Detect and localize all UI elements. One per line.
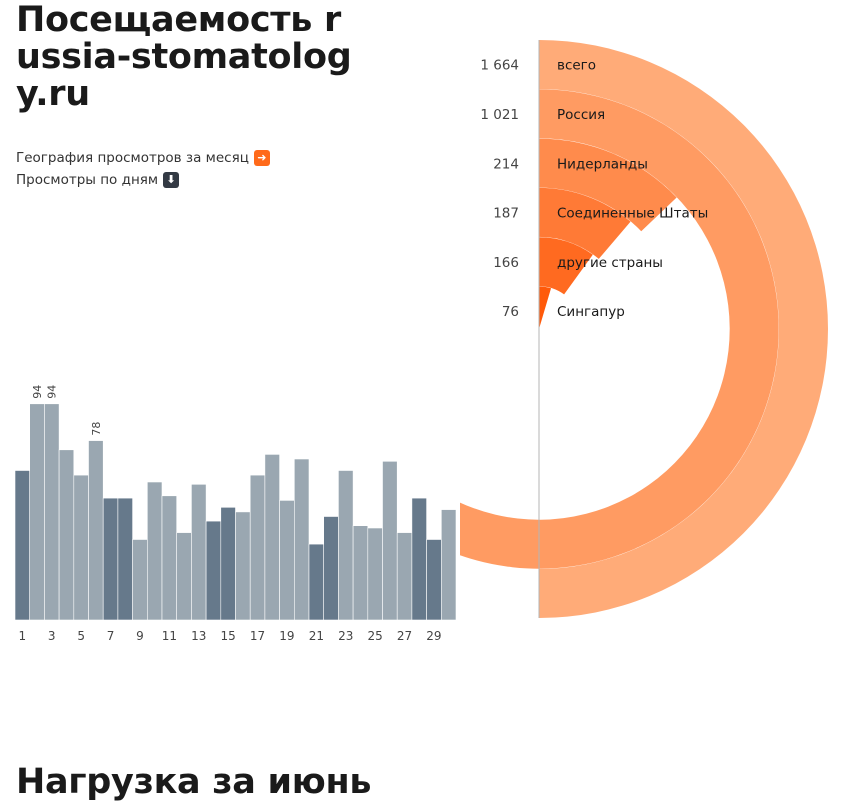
- bar-day-24[interactable]: [352, 525, 369, 621]
- section-title: Нагрузка за июнь: [16, 762, 372, 802]
- arrow-down-icon: ⬇: [163, 172, 180, 188]
- radial-name-label: другие страны: [557, 255, 663, 271]
- bar-day-8[interactable]: [117, 497, 133, 621]
- radial-name-label: Нидерланды: [557, 156, 648, 172]
- radial-value-label: 214: [493, 156, 519, 172]
- x-tick-label: 3: [48, 629, 56, 643]
- x-tick-label: 21: [309, 629, 324, 643]
- bar-day-18[interactable]: [264, 454, 280, 621]
- bar-day-10[interactable]: [147, 481, 163, 621]
- x-tick-label: 7: [107, 629, 115, 643]
- bar-day-9[interactable]: [132, 539, 148, 621]
- bar-day-5[interactable]: [73, 474, 89, 621]
- bar-day-23[interactable]: [338, 470, 354, 621]
- bar-value-label: 94: [46, 385, 59, 399]
- bar-day-2[interactable]: [29, 403, 45, 621]
- bar-day-11[interactable]: [161, 495, 177, 621]
- x-tick-label: 5: [77, 629, 85, 643]
- arrow-right-icon: ➜: [253, 150, 270, 166]
- bar-day-29[interactable]: [426, 539, 442, 621]
- page-title: Посещаемость russia-stomatology.ru: [16, 0, 352, 114]
- radial-name-label: Сингапур: [557, 304, 625, 320]
- bar-day-6[interactable]: [88, 440, 104, 621]
- bar-day-4[interactable]: [58, 449, 75, 621]
- bar-day-28[interactable]: [411, 497, 427, 621]
- x-tick-label: 29: [426, 629, 441, 643]
- radial-value-label: 1 021: [480, 107, 519, 123]
- bar-day-22[interactable]: [323, 516, 339, 621]
- bar-day-21[interactable]: [308, 543, 324, 621]
- view-links: География просмотров за месяц ➜ Просмотр…: [16, 147, 270, 191]
- x-tick-label: 1: [19, 629, 27, 643]
- ring-4[interactable]: [539, 237, 593, 295]
- bar-day-19[interactable]: [279, 500, 295, 621]
- daily-views-link-label: Просмотры по дням: [16, 172, 159, 188]
- bar-day-7[interactable]: [102, 497, 119, 621]
- x-tick-label: 11: [162, 629, 177, 643]
- radial-value-label: 1 664: [480, 58, 519, 74]
- bar-day-25[interactable]: [367, 527, 383, 621]
- radial-name-label: Россия: [557, 107, 605, 123]
- bar-day-27[interactable]: [396, 532, 413, 621]
- bar-day-30[interactable]: [440, 509, 457, 621]
- bar-day-13[interactable]: [191, 484, 207, 621]
- bar-value-label: 78: [90, 422, 103, 436]
- bar-day-15[interactable]: [220, 507, 236, 621]
- x-tick-label: 27: [397, 629, 412, 643]
- ring-3[interactable]: [539, 187, 631, 259]
- geography-radial-chart: 1 664 всего 1 021 Россия 214 Нидерланды 187 Сое…: [460, 40, 828, 618]
- radial-value-label: 187: [493, 206, 519, 222]
- radial-value-label: 76: [502, 304, 519, 320]
- bar-day-3[interactable]: [44, 403, 60, 621]
- geography-link[interactable]: География просмотров за месяц ➜: [16, 147, 270, 169]
- x-tick-label: 9: [136, 629, 144, 643]
- ring-5[interactable]: [539, 286, 552, 330]
- geography-link-label: География просмотров за месяц: [16, 150, 249, 166]
- radial-value-label: 166: [493, 255, 519, 271]
- x-tick-label: 25: [368, 629, 383, 643]
- ring-1[interactable]: [460, 89, 779, 569]
- bar-day-1[interactable]: [14, 470, 30, 621]
- bar-day-14[interactable]: [205, 520, 222, 621]
- x-tick-label: 19: [279, 629, 294, 643]
- x-tick-label: 13: [191, 629, 206, 643]
- ring-0[interactable]: [539, 40, 828, 618]
- bar-day-26[interactable]: [382, 461, 398, 621]
- bar-value-label: 94: [31, 385, 44, 399]
- bar-day-16[interactable]: [235, 511, 251, 621]
- daily-views-link[interactable]: Просмотры по дням ⬇: [16, 169, 270, 191]
- bar-day-12[interactable]: [176, 532, 192, 621]
- x-tick-label: 17: [250, 629, 265, 643]
- bar-day-20[interactable]: [293, 458, 310, 621]
- radial-name-label: всего: [557, 58, 596, 74]
- x-tick-label: 15: [221, 629, 236, 643]
- ring-2[interactable]: [539, 138, 677, 232]
- x-tick-label: 23: [338, 629, 353, 643]
- radial-name-label: Соединенные Штаты: [557, 206, 708, 222]
- bar-day-17[interactable]: [249, 474, 266, 621]
